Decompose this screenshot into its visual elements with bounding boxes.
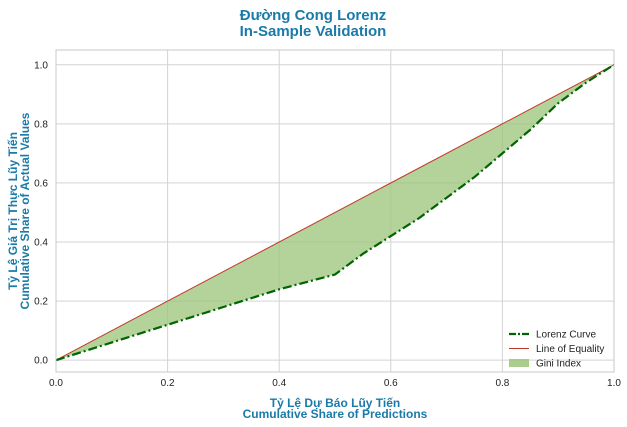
- line-of-equality: [55, 64, 615, 361]
- legend: Lorenz Curve Line of Equality Gini Index: [509, 330, 604, 370]
- legend-gini-swatch: [509, 359, 529, 367]
- x-tick-labels: 0.0 0.2 0.4 0.6 0.8 1.0: [49, 378, 621, 389]
- y-tick-label-5: 1.0: [34, 60, 48, 71]
- y-tick-label-1: 0.2: [34, 297, 48, 308]
- axes-border: [55, 49, 615, 373]
- y-tick-labels: 0.0 0.2 0.4 0.6 0.8 1.0: [34, 60, 48, 366]
- chart-title-line-2: In-Sample Validation: [240, 23, 387, 40]
- x-tick-label-3: 0.6: [384, 378, 398, 389]
- y-tick-label-2: 0.4: [34, 238, 48, 249]
- lorenz-curve-line: [55, 63, 615, 362]
- legend-lorenz-label: Lorenz Curve: [536, 330, 596, 341]
- x-axis-label-line-1: Tỷ Lệ Dự Báo Lũy Tiến: [270, 396, 401, 410]
- y-tick-label-4: 0.8: [34, 119, 48, 130]
- y-axis-label-line-2: Cumulative Share of Actual Values: [18, 112, 32, 309]
- axes-frame: [55, 49, 615, 373]
- x-tick-label-4: 0.8: [495, 378, 509, 389]
- x-tick-label-0: 0.0: [49, 378, 63, 389]
- y-axis-label-line-1: Tỷ Lệ Giá Trị Thực Lũy Tiến: [6, 132, 20, 290]
- x-axis-label-line-2: Cumulative Share of Predictions: [243, 407, 428, 421]
- x-tick-label-5: 1.0: [607, 378, 621, 389]
- y-tick-label-3: 0.6: [34, 178, 48, 189]
- legend-equality-label: Line of Equality: [536, 344, 604, 355]
- chart-title-line-1: Đường Cong Lorenz: [240, 7, 387, 24]
- x-tick-label-2: 0.4: [272, 378, 286, 389]
- legend-gini-label: Gini Index: [536, 359, 581, 370]
- y-tick-label-0: 0.0: [34, 356, 48, 367]
- x-tick-label-1: 0.2: [161, 378, 175, 389]
- series-lines: [55, 63, 615, 362]
